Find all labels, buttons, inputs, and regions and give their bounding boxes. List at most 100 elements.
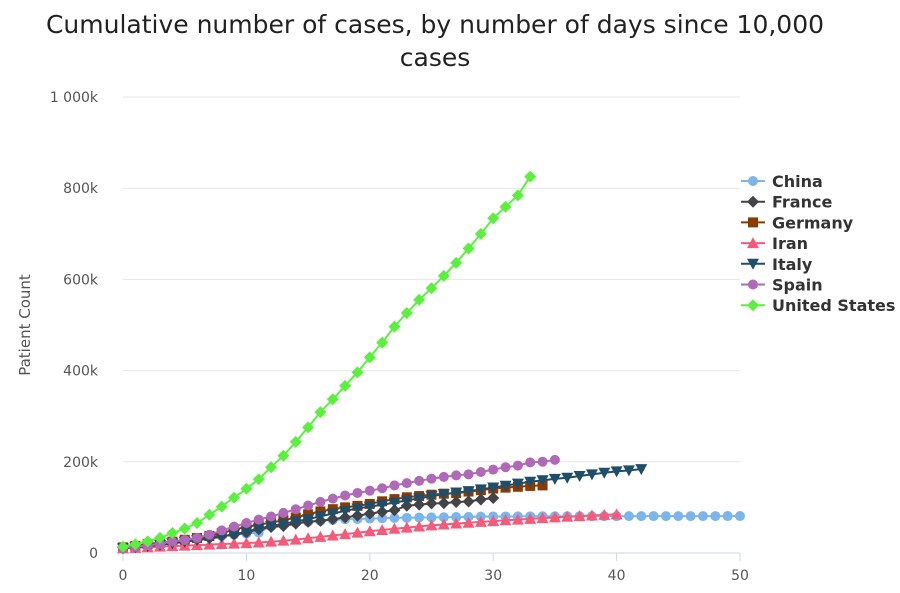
series-italy <box>117 464 648 555</box>
legend-item-france[interactable]: France <box>741 193 832 212</box>
data-point <box>636 511 647 522</box>
data-point <box>400 521 413 533</box>
y-tick-label: 400k <box>63 364 99 380</box>
data-point <box>648 511 659 522</box>
data-point <box>524 512 537 524</box>
data-point <box>388 504 401 517</box>
data-point <box>277 449 290 462</box>
data-point <box>339 379 352 392</box>
data-point <box>487 212 500 225</box>
data-point <box>437 269 450 282</box>
data-point <box>673 511 684 522</box>
legend-marker-icon <box>748 176 758 186</box>
data-point <box>278 507 289 518</box>
data-point <box>129 538 142 551</box>
data-point <box>265 535 278 547</box>
data-point <box>573 470 586 482</box>
legend-marker-icon <box>748 279 758 290</box>
data-point <box>314 530 327 542</box>
data-point <box>462 242 475 255</box>
data-point <box>340 490 351 501</box>
y-axis-label: Patient Count <box>16 274 34 376</box>
data-point <box>364 485 375 496</box>
data-point <box>215 500 228 513</box>
data-point <box>474 493 487 506</box>
data-point <box>252 536 265 548</box>
legend-label: Germany <box>772 213 854 232</box>
data-point <box>389 512 400 523</box>
data-point <box>289 533 302 545</box>
series-united-states <box>117 170 537 553</box>
data-point <box>525 457 536 468</box>
data-point <box>326 393 339 406</box>
series-group <box>117 170 745 555</box>
data-point <box>488 464 499 475</box>
legend-item-iran[interactable]: Iran <box>741 234 808 253</box>
data-point <box>277 518 290 530</box>
legend-item-spain[interactable]: Spain <box>741 276 823 295</box>
data-point <box>623 511 634 522</box>
y-axis-ticks: 0 200k 400k 600k 800k 1 000k <box>50 90 99 562</box>
data-point <box>377 513 388 524</box>
data-point <box>326 508 339 520</box>
x-tick-label: 40 <box>608 568 626 584</box>
y-tick-label: 600k <box>63 272 99 288</box>
data-point <box>524 476 537 488</box>
legend-label: Italy <box>772 255 813 274</box>
data-point <box>451 470 462 481</box>
data-point <box>141 535 154 548</box>
legend-item-china[interactable]: China <box>741 172 823 191</box>
data-point <box>265 461 278 474</box>
data-point <box>314 406 327 419</box>
series-line <box>122 176 532 548</box>
legend-label: France <box>772 193 832 212</box>
data-point <box>413 493 426 505</box>
legend-label: Iran <box>772 234 808 253</box>
data-point <box>549 454 560 465</box>
data-point <box>376 336 389 349</box>
legend-item-united-states[interactable]: United States <box>741 296 895 315</box>
data-point <box>548 511 561 523</box>
legend-item-italy[interactable]: Italy <box>741 255 813 274</box>
data-point <box>388 320 401 333</box>
data-point <box>339 505 352 517</box>
data-point <box>499 514 512 526</box>
legend-label: Spain <box>772 276 823 295</box>
data-point <box>339 528 352 540</box>
data-point <box>413 293 426 306</box>
data-point <box>685 511 696 522</box>
data-point <box>252 523 265 535</box>
data-point <box>388 497 401 509</box>
data-point <box>710 511 721 522</box>
data-point <box>499 200 512 213</box>
data-point <box>512 460 523 471</box>
data-point <box>339 511 352 524</box>
data-point <box>450 256 463 269</box>
data-point <box>178 522 191 535</box>
data-point <box>253 514 264 525</box>
data-point <box>351 503 364 515</box>
data-point <box>462 495 475 508</box>
y-tick-label: 1 000k <box>50 90 99 106</box>
data-point <box>426 512 437 523</box>
data-point <box>548 473 561 485</box>
data-point <box>735 511 745 522</box>
data-point <box>400 306 413 319</box>
data-point <box>351 526 364 538</box>
data-point <box>450 496 463 509</box>
data-point <box>585 469 598 481</box>
chart-title-line2: cases <box>400 43 471 72</box>
data-point <box>241 518 252 529</box>
data-point <box>363 525 376 537</box>
legend-label: United States <box>772 296 895 315</box>
data-point <box>240 537 253 549</box>
data-point <box>425 497 438 510</box>
data-point <box>722 511 733 522</box>
data-point <box>289 516 302 528</box>
data-point <box>598 467 611 479</box>
legend-item-germany[interactable]: Germany <box>741 213 854 232</box>
data-point <box>573 510 586 522</box>
data-point <box>351 509 364 522</box>
data-point <box>204 529 215 540</box>
